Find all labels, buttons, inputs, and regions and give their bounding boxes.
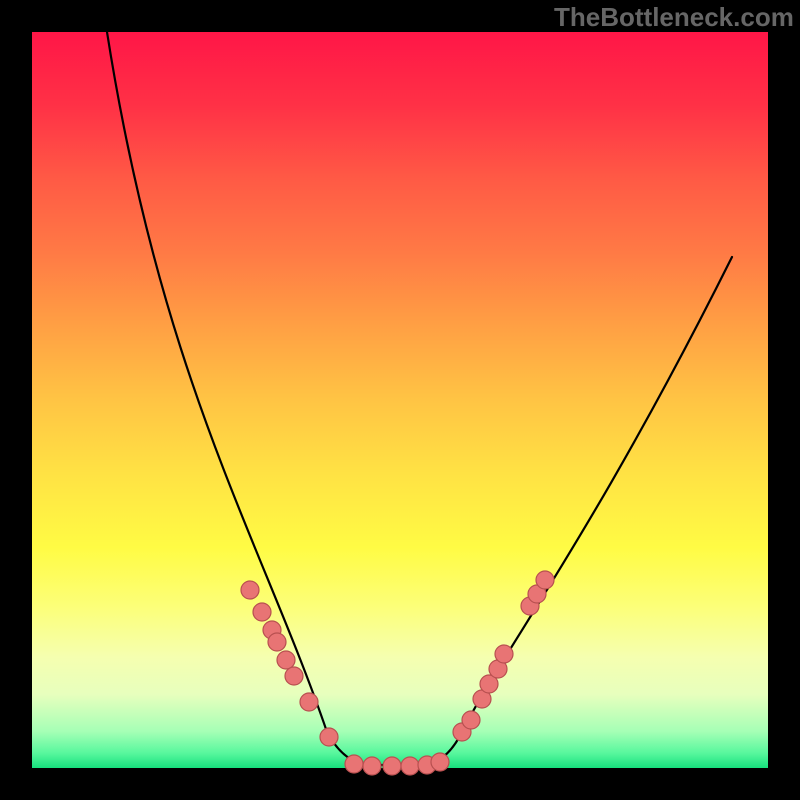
data-marker bbox=[285, 667, 303, 685]
data-marker bbox=[277, 651, 295, 669]
data-marker bbox=[431, 753, 449, 771]
data-marker bbox=[536, 571, 554, 589]
data-marker bbox=[253, 603, 271, 621]
data-marker bbox=[495, 645, 513, 663]
data-marker bbox=[401, 757, 419, 775]
data-marker bbox=[363, 757, 381, 775]
data-marker bbox=[268, 633, 286, 651]
data-marker bbox=[383, 757, 401, 775]
watermark-text: TheBottleneck.com bbox=[554, 2, 794, 33]
bottleneck-chart bbox=[0, 0, 800, 800]
data-marker bbox=[300, 693, 318, 711]
data-marker bbox=[345, 755, 363, 773]
data-marker bbox=[241, 581, 259, 599]
data-marker bbox=[320, 728, 338, 746]
data-marker bbox=[462, 711, 480, 729]
